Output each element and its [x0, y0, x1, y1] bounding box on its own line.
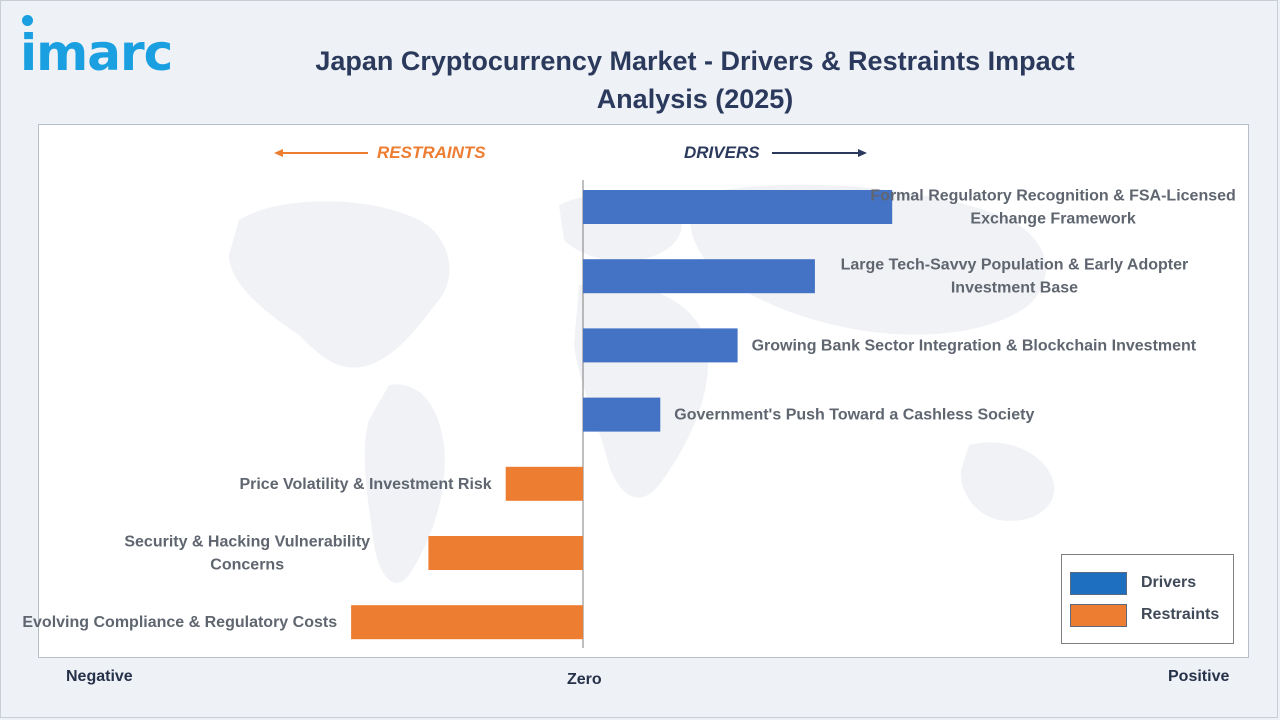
driver-label-4: Government's Push Toward a Cashless Soci… — [674, 407, 1034, 424]
driver-label-2: Large Tech-Savvy Population & Early Adop… — [841, 257, 1189, 297]
driver-bar-4 — [583, 397, 661, 432]
chart-title: Japan Cryptocurrency Market - Drivers & … — [315, 46, 1075, 114]
scale-zero-label: Zero — [567, 671, 602, 688]
restraints-direction-label: RESTRAINTS — [377, 143, 486, 162]
driver-bar-2 — [583, 259, 815, 294]
legend-item-restraints: Restraints — [1070, 603, 1219, 627]
restraint-bar-1 — [505, 466, 583, 501]
legend-swatch-drivers — [1070, 571, 1127, 595]
drivers-direction-label: DRIVERS — [684, 143, 760, 162]
restraints-arrow — [274, 149, 368, 157]
scale-positive-label: Positive — [1168, 668, 1230, 685]
logo-dot — [22, 15, 33, 26]
brand-logo: imarc — [20, 24, 173, 82]
driver-label-1: Formal Regulatory Recognition & FSA-Lice… — [870, 188, 1235, 228]
scale-negative-label: Negative — [66, 668, 133, 685]
drivers-arrow — [772, 149, 867, 157]
restraint-bar-2 — [428, 536, 583, 570]
restraint-label-3: Evolving Compliance & Regulatory Costs — [22, 614, 337, 631]
legend-label-drivers: Drivers — [1141, 574, 1197, 591]
legend-label-restraints: Restraints — [1141, 606, 1220, 623]
legend: Drivers Restraints — [1061, 554, 1234, 644]
restraint-label-1: Price Volatility & Investment Risk — [239, 476, 491, 493]
driver-label-3: Growing Bank Sector Integration & Blockc… — [752, 337, 1197, 354]
restraint-label-2: Security & Hacking Vulnerability Concerns — [124, 534, 370, 574]
legend-item-drivers: Drivers — [1070, 571, 1196, 595]
legend-swatch-restraints — [1070, 603, 1127, 627]
driver-bar-3 — [583, 328, 738, 363]
driver-bar-1 — [583, 190, 893, 224]
restraint-bar-3 — [351, 605, 583, 640]
